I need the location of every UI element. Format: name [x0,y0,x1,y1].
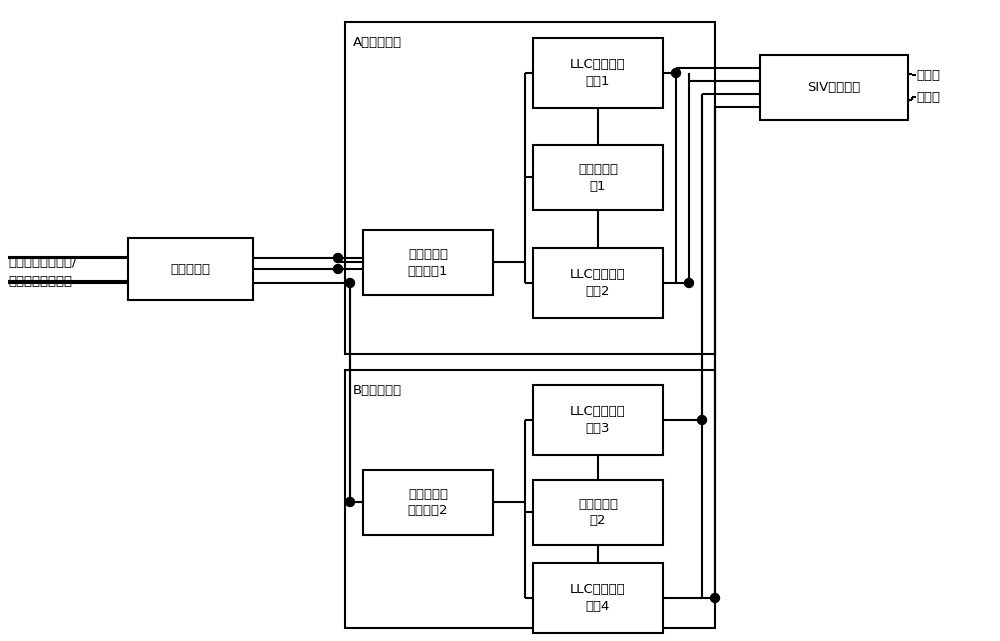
Bar [363,230,493,295]
Bar [533,145,663,210]
Bar [128,238,253,300]
Text: B路单元模块: B路单元模块 [353,384,402,397]
Text: LLC高频隔离
单元3: LLC高频隔离 单元3 [570,405,626,435]
Bar [533,563,663,633]
Text: LLC高频隔离
单元1: LLC高频隔离 单元1 [570,58,626,88]
Bar [345,22,715,354]
Text: 第一直流电压制式/
第二直流电压制式: 第一直流电压制式/ 第二直流电压制式 [8,256,77,288]
Text: 指定交: 指定交 [916,69,940,81]
Bar [363,470,493,535]
Bar [533,248,663,318]
Text: 变换开关单
元2: 变换开关单 元2 [578,497,618,528]
Circle shape [346,278,355,288]
Circle shape [698,415,706,424]
Bar [760,55,908,120]
Bar [533,38,663,108]
Bar [345,370,715,628]
Text: 三电平升压
斩波单元1: 三电平升压 斩波单元1 [408,247,448,278]
Text: LLC高频隔离
单元4: LLC高频隔离 单元4 [570,583,626,613]
Text: LLC高频隔离
单元2: LLC高频隔离 单元2 [570,268,626,298]
Bar [533,385,663,455]
Circle shape [684,278,694,288]
Circle shape [334,253,343,263]
Text: SIV逆变单元: SIV逆变单元 [807,81,861,94]
Circle shape [346,497,355,506]
Text: A路单元模块: A路单元模块 [353,36,402,49]
Bar [533,480,663,545]
Text: 预充电单元: 预充电单元 [171,263,211,276]
Circle shape [710,594,720,603]
Text: 三电平升压
斩波单元2: 三电平升压 斩波单元2 [408,488,448,517]
Text: 变换开关单
元1: 变换开关单 元1 [578,163,618,192]
Text: 流电压: 流电压 [916,90,940,103]
Circle shape [672,69,680,78]
Circle shape [334,265,343,274]
